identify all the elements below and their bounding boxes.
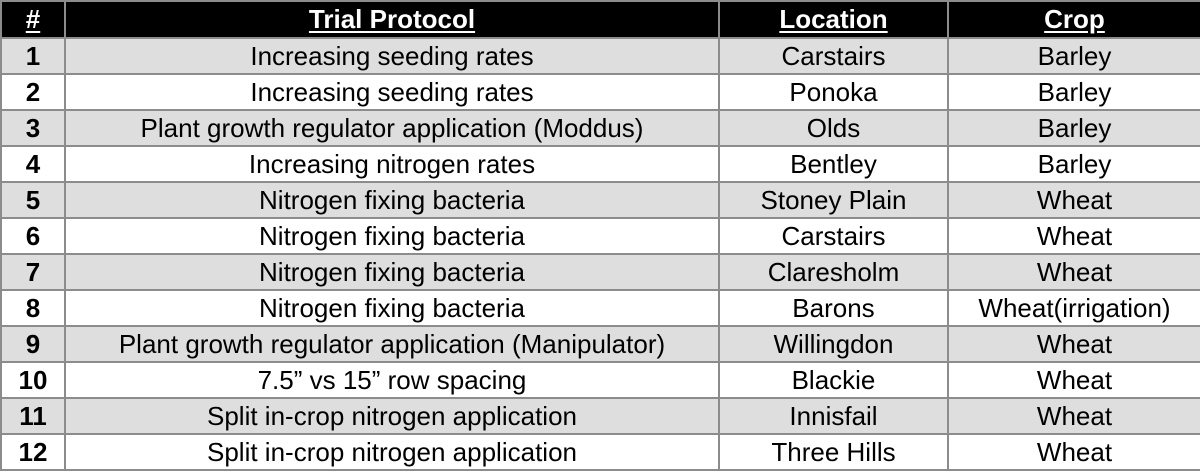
crop-cell: Barley (947, 73, 1200, 111)
row-number-cell: 9 (0, 325, 66, 363)
row-number-cell: 10 (0, 361, 66, 399)
location-cell: Three Hills (718, 433, 949, 471)
table-row: 7 Nitrogen fixing bacteria Claresholm Wheat (0, 253, 1200, 291)
table-row: 10 7.5” vs 15” row spacing Blackie Wheat (0, 361, 1200, 399)
row-number-cell: 2 (0, 73, 66, 111)
location-cell: Olds (718, 109, 949, 147)
header-trial-protocol: Trial Protocol (64, 0, 720, 39)
header-location: Location (718, 0, 949, 39)
trial-protocol-cell: Increasing seeding rates (64, 37, 720, 75)
trial-protocol-cell: Increasing nitrogen rates (64, 145, 720, 183)
trial-protocol-cell: Nitrogen fixing bacteria (64, 217, 720, 255)
crop-cell: Wheat (947, 217, 1200, 255)
table-row: 9 Plant growth regulator application (Man… (0, 325, 1200, 363)
row-number-cell: 12 (0, 433, 66, 471)
crop-cell: Wheat (947, 361, 1200, 399)
row-number-cell: 11 (0, 397, 66, 435)
table-row: 8 Nitrogen fixing bacteria Barons Wheat(irr… (0, 289, 1200, 327)
table-row: 2 Increasing seeding rates Ponoka Barley (0, 73, 1200, 111)
header-row: # Trial Protocol Location Crop (0, 0, 1200, 39)
table-row: 5 Nitrogen fixing bacteria Stoney Plain Whe… (0, 181, 1200, 219)
row-number-cell: 3 (0, 109, 66, 147)
table-row: 11 Split in-crop nitrogen application Inni… (0, 397, 1200, 435)
crop-cell: Wheat(irrigation) (947, 289, 1200, 327)
trial-protocol-cell: Nitrogen fixing bacteria (64, 289, 720, 327)
row-number-cell: 5 (0, 181, 66, 219)
location-cell: Barons (718, 289, 949, 327)
table-row: 1 Increasing seeding rates Carstairs Barley (0, 37, 1200, 75)
location-cell: Blackie (718, 361, 949, 399)
location-cell: Willingdon (718, 325, 949, 363)
location-cell: Carstairs (718, 217, 949, 255)
location-cell: Innisfail (718, 397, 949, 435)
trial-protocol-cell: Plant growth regulator application (Modd… (64, 109, 720, 147)
location-cell: Stoney Plain (718, 181, 949, 219)
crop-cell: Barley (947, 37, 1200, 75)
trial-protocol-cell: Increasing seeding rates (64, 73, 720, 111)
row-number-cell: 8 (0, 289, 66, 327)
crop-cell: Wheat (947, 397, 1200, 435)
row-number-cell: 1 (0, 37, 66, 75)
table-header: # Trial Protocol Location Crop (0, 0, 1200, 39)
location-cell: Bentley (718, 145, 949, 183)
row-number-cell: 4 (0, 145, 66, 183)
crop-cell: Wheat (947, 433, 1200, 471)
table-row: 6 Nitrogen fixing bacteria Carstairs Wheat (0, 217, 1200, 255)
crop-cell: Wheat (947, 181, 1200, 219)
location-cell: Claresholm (718, 253, 949, 291)
location-cell: Carstairs (718, 37, 949, 75)
trial-protocol-cell: Split in-crop nitrogen application (64, 433, 720, 471)
table-row: 12 Split in-crop nitrogen application Thre… (0, 433, 1200, 471)
header-crop: Crop (947, 0, 1200, 39)
trial-protocol-cell: Plant growth regulator application (Mani… (64, 325, 720, 363)
table-row: 3 Plant growth regulator application (Mod… (0, 109, 1200, 147)
crop-cell: Wheat (947, 325, 1200, 363)
location-cell: Ponoka (718, 73, 949, 111)
crop-cell: Barley (947, 145, 1200, 183)
trial-protocol-cell: Nitrogen fixing bacteria (64, 181, 720, 219)
table-body: 1 Increasing seeding rates Carstairs Barley… (0, 37, 1200, 471)
table-row: 4 Increasing nitrogen rates Bentley Barley (0, 145, 1200, 183)
trial-protocol-cell: Split in-crop nitrogen application (64, 397, 720, 435)
crop-cell: Wheat (947, 253, 1200, 291)
crop-cell: Barley (947, 109, 1200, 147)
header-number: # (0, 0, 66, 39)
trial-protocol-cell: Nitrogen fixing bacteria (64, 253, 720, 291)
row-number-cell: 7 (0, 253, 66, 291)
row-number-cell: 6 (0, 217, 66, 255)
trial-protocol-cell: 7.5” vs 15” row spacing (64, 361, 720, 399)
